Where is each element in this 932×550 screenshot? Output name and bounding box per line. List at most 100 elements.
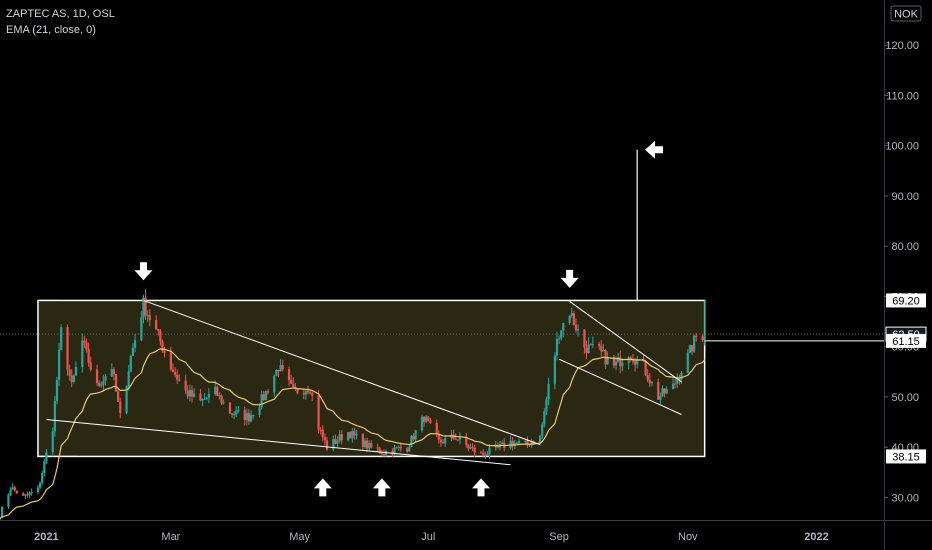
candle-body xyxy=(317,395,320,430)
candle-body xyxy=(591,343,594,345)
candle-body xyxy=(621,362,624,367)
candle-body xyxy=(117,391,120,402)
candle-body xyxy=(321,429,324,438)
candle-body xyxy=(494,445,497,448)
candle-body xyxy=(555,339,559,356)
price-tag-label: 69.20 xyxy=(892,295,920,307)
candle-body xyxy=(26,494,29,496)
candle-body xyxy=(83,340,86,343)
price-tag xyxy=(886,449,926,464)
candle-body xyxy=(406,448,409,452)
price-tag-label: 38.15 xyxy=(892,451,920,463)
candle-body xyxy=(370,442,373,448)
candle-body xyxy=(95,369,99,383)
candle-body xyxy=(427,416,430,421)
price-tick-label: 90.00 xyxy=(891,191,919,203)
candle-body xyxy=(277,369,280,372)
candle-body xyxy=(524,440,527,442)
candle-body xyxy=(104,376,107,381)
candle-body xyxy=(222,402,225,404)
candle-body xyxy=(148,315,151,321)
candle-body xyxy=(228,402,232,414)
candle-body xyxy=(560,330,563,339)
candle-body xyxy=(688,345,691,353)
candle-body xyxy=(606,356,609,365)
candle-body xyxy=(471,447,474,449)
candle-body xyxy=(114,374,118,392)
candle-body xyxy=(146,315,149,317)
candle-body xyxy=(102,380,105,386)
candle-body xyxy=(695,335,698,337)
candle-body xyxy=(663,388,666,394)
candle-body xyxy=(614,361,618,366)
candle-body xyxy=(429,420,432,423)
candle-body xyxy=(399,447,402,449)
currency-badge xyxy=(890,5,922,22)
candle-body xyxy=(562,322,565,331)
candle-body xyxy=(38,482,42,488)
candle-body xyxy=(13,487,16,491)
candle-body xyxy=(174,372,177,375)
candle-body xyxy=(159,330,162,342)
candle-body xyxy=(568,316,571,323)
candle-body xyxy=(425,416,428,422)
candle-body xyxy=(89,362,92,370)
price-tick-label: 120.00 xyxy=(885,40,919,52)
arrow-up-icon xyxy=(472,478,491,497)
candle-body xyxy=(319,429,322,431)
candle-body xyxy=(279,365,282,372)
candle-body xyxy=(1,506,4,518)
candle-body xyxy=(355,434,358,436)
candle-body xyxy=(161,341,164,352)
candle-body xyxy=(602,349,605,352)
price-tick-label: 50.00 xyxy=(891,392,919,404)
candle-body xyxy=(163,351,166,353)
candle-body xyxy=(456,439,459,441)
candle-body xyxy=(30,492,33,494)
candle-body xyxy=(157,329,160,331)
candle-body xyxy=(361,434,364,448)
candle-body xyxy=(366,440,369,449)
candle-body xyxy=(469,447,472,449)
trendline xyxy=(558,358,682,415)
candle-body xyxy=(553,355,556,384)
candle-body xyxy=(218,395,221,397)
candle-body xyxy=(28,492,31,495)
candle-body xyxy=(36,487,40,493)
candle-body xyxy=(686,352,689,374)
candle-body xyxy=(100,385,103,387)
candle-body xyxy=(435,422,438,435)
trendline xyxy=(143,299,541,446)
candle-body xyxy=(650,381,654,384)
candle-body xyxy=(220,395,223,404)
candle-body xyxy=(661,388,664,396)
candle-body xyxy=(24,494,27,496)
arrow-left-icon xyxy=(645,140,664,159)
candle-body xyxy=(144,297,147,316)
candle-body xyxy=(184,380,187,391)
candle-body xyxy=(515,442,518,444)
candle-body xyxy=(142,297,145,318)
candle-body xyxy=(422,416,426,422)
candle-body xyxy=(458,436,462,440)
candle-body xyxy=(273,375,276,393)
candle-body xyxy=(129,355,132,372)
candle-body xyxy=(674,383,677,385)
candle-body xyxy=(140,317,143,341)
candle-body xyxy=(479,452,483,454)
candle-body xyxy=(665,389,668,394)
candle-body xyxy=(351,431,354,439)
candle-body xyxy=(55,379,59,402)
candle-body xyxy=(252,414,255,416)
candle-body xyxy=(378,448,381,453)
candle-body xyxy=(201,398,204,401)
candle-body xyxy=(363,440,367,448)
candle-body xyxy=(57,349,61,380)
candle-body xyxy=(203,398,206,400)
candle-body xyxy=(444,438,447,444)
candle-body xyxy=(484,454,487,456)
arrow-up-icon xyxy=(313,478,332,497)
time-tick-label: Sep xyxy=(549,531,569,543)
candle-body xyxy=(237,410,240,412)
